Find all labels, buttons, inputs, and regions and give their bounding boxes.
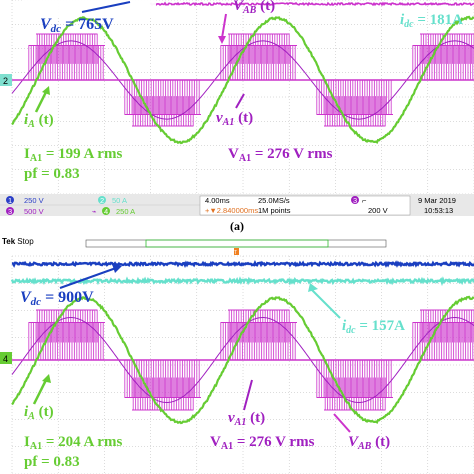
ia-a-arrow [34,91,48,113]
va1t-a-label: vA1 (t) [216,110,253,128]
trigger-slope-icon: ⌐ [362,196,367,205]
record-view-bar [85,239,387,248]
acq-time: 10:53:13 [424,206,453,215]
vab-a-arrowhead [218,36,226,44]
ia-b-arrow [32,379,48,405]
panel-a-ia-waveform [11,15,474,145]
pf-a-label: pf = 0.83 [24,166,80,182]
ch2-marker [0,74,12,86]
ch4-marker [0,352,12,364]
idc-b-arrow [311,289,341,319]
panel-b-vdc-trace [11,259,474,269]
va1t-a-arrow [235,93,245,109]
panel-b-vab-envelope [28,309,474,411]
trigger-source-badge [351,196,359,204]
tek-logo: Tek Stop [2,237,34,246]
vdc-b-arrow [59,267,117,289]
timebase: 4.00ms [205,196,230,205]
va1-a-label: VA1 = 276 V rms [228,146,333,164]
trigger-pos-label: T [234,250,237,256]
ch2-scale: 50 A [112,196,127,205]
ch4-badge [102,207,110,215]
pf-b-label: pf = 0.83 [24,454,80,470]
idc-b-arrowhead [308,283,318,292]
va1t-b-label: vA1 (t) [228,410,265,428]
idc-a-label: idc = 181A [400,12,463,30]
ia-a-label: iA (t) [24,112,54,130]
ch2-marker-label: 2 [3,76,8,86]
status-bar: 1 250 V 2 50 A 3 500 V ⌁ 4 250 A 4.00ms … [0,194,474,216]
acq-date: 9 Mar 2019 [418,196,456,205]
va1t-b-arrow [243,379,253,411]
vab-a-label: VAB (t) [233,0,275,16]
panel-b-va1-waveform [11,317,474,403]
ch4-marker-label: 4 [3,354,8,364]
bw-limit-icon: ⌁ [92,207,97,216]
sample-rate: 25.0MS/s [258,196,290,205]
ch1-scale: 250 V [24,196,44,205]
vdc-b-arrowhead [112,264,122,273]
ch4-scale: 250 A [116,207,135,216]
trigger-source-num: 3 [353,196,357,205]
panel-a: 2 Vdc = 765V VAB (t) idc = 181A iA (t) I… [0,0,474,195]
trigger-pos-marker [234,248,239,255]
vab-b-label: VAB (t) [348,434,390,452]
ia-a-arrowhead [42,86,50,95]
vab-b-arrow [333,413,351,433]
panel-a-waveforms [11,1,474,145]
panel-b-ia-waveform [11,295,474,425]
ch2-badge [98,196,106,204]
vdc-a-arrow [81,1,131,13]
ch4-badge-num: 4 [104,207,108,216]
panel-a-vab-envelope [28,33,474,127]
trigger-offset: +▼2.840000ms [205,206,258,215]
vdc-b-label: Vdc = 900V [20,289,94,308]
ch1-badge-num: 1 [8,196,12,205]
ia-b-label: iA (t) [24,404,54,422]
record-view-window [145,239,329,248]
vdc-a-label-bg [24,0,156,16]
tek-logo-text: Tek [2,237,16,246]
vdc-a-label: Vdc = 765V [40,16,114,35]
trigger-level: 200 V [368,206,388,215]
panel-b-waveforms [10,259,474,425]
ch3-scale: 500 V [24,207,44,216]
ia1-a-label: IA1 = 199 A rms [24,146,122,164]
caption-a: (a) [230,219,244,233]
ch3-badge [6,207,14,215]
va1-b-label: VA1 = 276 V rms [210,434,315,452]
ch3-badge-num: 3 [8,207,12,216]
ch1-badge [6,196,14,204]
ia-b-arrowhead [42,374,51,383]
panel-b: Tek Stop T 4 Vdc = 900V idc = 157A iA (t)… [0,237,474,474]
ch2-badge-num: 2 [100,196,104,205]
panel-b-idc-trace [10,276,474,287]
run-state: Stop [17,237,34,246]
panel-a-top-trace [149,1,474,7]
record-length: 1M points [258,206,291,215]
idc-b-label: idc = 157A [342,318,405,336]
vab-a-arrow [221,13,227,39]
panel-a-va1-waveform [11,40,474,120]
panel-a-vab-waveform [28,34,474,126]
panel-b-vab-waveform [28,310,474,410]
ia1-b-label: IA1 = 204 A rms [24,434,122,452]
